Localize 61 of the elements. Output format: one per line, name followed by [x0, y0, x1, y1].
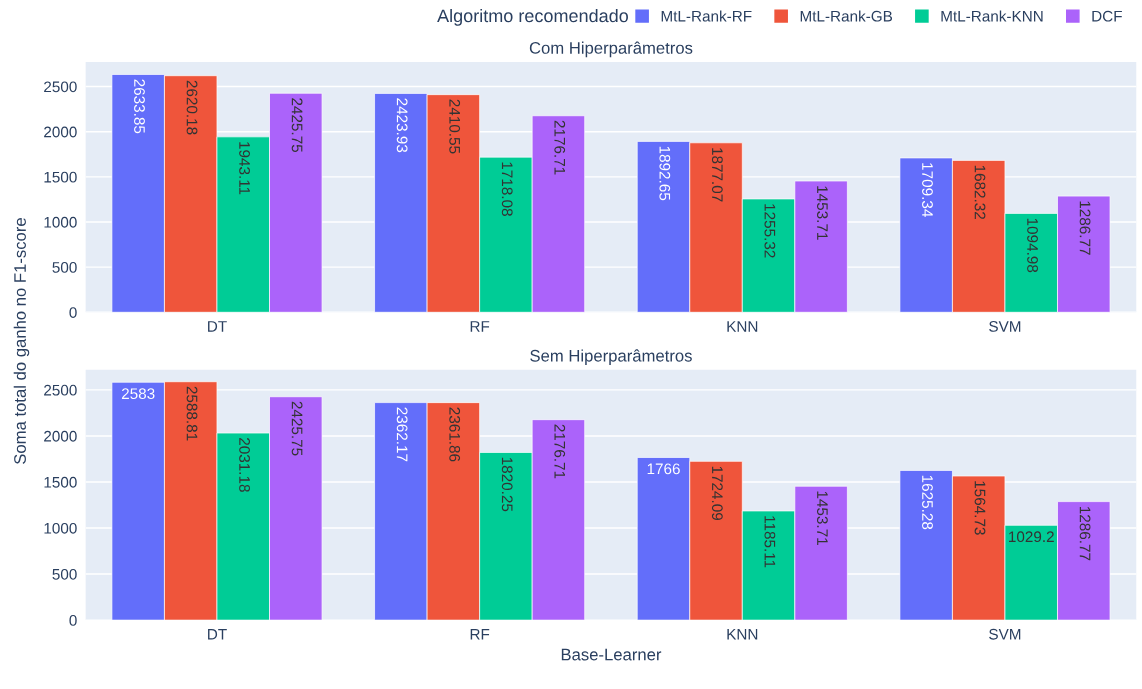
- data-label: 1564.73: [974, 481, 986, 535]
- y-tick-label: 2500: [44, 384, 77, 396]
- x-tick-label: KNN: [727, 628, 758, 640]
- data-label: 2423.93: [396, 98, 408, 153]
- x-tick-label: KNN: [727, 321, 758, 332]
- data-label: 2588.81: [186, 386, 198, 441]
- y-tick-label: 2000: [44, 430, 77, 442]
- y-tick-label: 1500: [44, 476, 77, 488]
- data-label: 1877.07: [711, 148, 723, 202]
- legend-title: Algoritmo recomendado: [437, 8, 628, 26]
- legend-label: MtL-Rank-KNN: [941, 10, 1043, 22]
- x-tick-label: SVM: [989, 628, 1021, 640]
- legend-label: MtL-Rank-GB: [800, 10, 893, 22]
- data-label: 1892.65: [659, 146, 671, 201]
- data-label: 1943.11: [239, 142, 250, 195]
- data-label: 2410.55: [449, 99, 461, 154]
- y-tick-label: 0: [69, 307, 77, 318]
- x-tick-label: SVM: [989, 321, 1021, 332]
- data-label: 1286.77: [1079, 201, 1091, 255]
- data-label: 1453.71: [817, 491, 828, 545]
- x-axis-title: Base-Learner: [561, 648, 662, 661]
- y-tick-label: 2000: [44, 126, 77, 138]
- data-label: 1625.28: [922, 475, 933, 530]
- data-label: 1682.32: [974, 165, 986, 220]
- y-axis-title: Soma total do ganho no F1-score: [13, 218, 30, 464]
- x-tick-label: DT: [208, 321, 227, 332]
- chart-title: Sem Hiperparâmetros: [530, 349, 692, 365]
- x-tick-label: RF: [470, 628, 490, 640]
- data-label: 2176.71: [554, 424, 566, 479]
- data-label: 1185.11: [764, 516, 776, 568]
- x-tick-label: DT: [208, 628, 227, 640]
- legend-label: MtL-Rank-RF: [661, 10, 752, 22]
- data-label: 1094.98: [1027, 218, 1038, 273]
- data-label: 2176.71: [554, 120, 566, 175]
- chart-title: Com Hiperparâmetros: [529, 41, 693, 58]
- data-label: 1820.25: [501, 457, 513, 512]
- data-label: 1766: [647, 463, 680, 475]
- y-tick-label: 500: [52, 262, 77, 273]
- data-label: 1453.71: [817, 186, 828, 240]
- y-tick-label: 1500: [44, 171, 77, 183]
- data-label: 2620.18: [186, 80, 198, 135]
- y-tick-label: 0: [69, 614, 77, 626]
- data-label: 2361.86: [449, 407, 461, 462]
- data-label: 2362.17: [396, 407, 408, 462]
- data-label: 2425.75: [291, 401, 303, 456]
- legend-label: DCF: [1092, 10, 1122, 22]
- data-label: 1709.34: [922, 163, 933, 217]
- y-tick-label: 2500: [44, 81, 77, 93]
- data-label: 1029.2: [1009, 531, 1054, 543]
- data-label: 1286.77: [1079, 506, 1091, 561]
- y-tick-label: 1000: [44, 216, 77, 228]
- data-label: 1718.08: [501, 162, 513, 216]
- data-label: 2031.18: [239, 438, 250, 492]
- data-label: 2425.75: [291, 98, 303, 153]
- x-tick-label: RF: [470, 321, 490, 332]
- y-tick-label: 1000: [44, 522, 77, 534]
- data-label: 2633.85: [134, 79, 145, 134]
- data-label: 2583: [121, 388, 155, 400]
- data-label: 1255.32: [764, 204, 776, 258]
- y-tick-label: 500: [52, 568, 77, 580]
- data-label: 1724.09: [711, 466, 723, 521]
